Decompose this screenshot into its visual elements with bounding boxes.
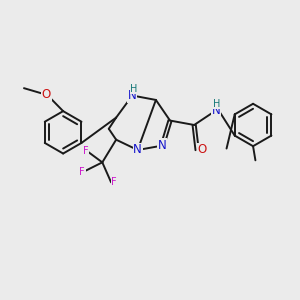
Text: F: F	[80, 167, 85, 177]
Text: O: O	[198, 143, 207, 157]
Text: H: H	[213, 99, 220, 109]
Text: O: O	[42, 88, 51, 100]
Text: F: F	[83, 146, 89, 157]
Text: H: H	[130, 84, 138, 94]
Text: N: N	[212, 104, 220, 117]
Text: N: N	[133, 143, 142, 157]
Text: N: N	[128, 89, 137, 102]
Text: F: F	[111, 177, 117, 188]
Text: N: N	[158, 139, 167, 152]
